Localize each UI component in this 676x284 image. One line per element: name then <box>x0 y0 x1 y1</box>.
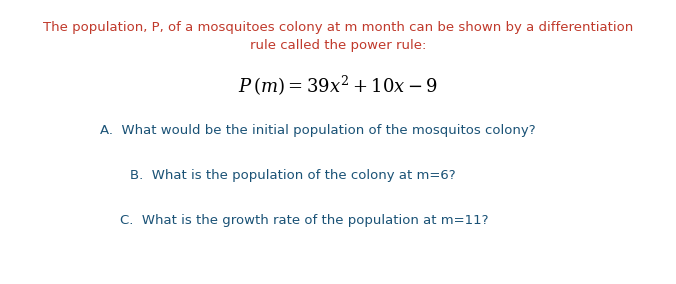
Text: $P\,(m) = 39x^2 + 10x - 9$: $P\,(m) = 39x^2 + 10x - 9$ <box>238 74 438 98</box>
Text: rule called the power rule:: rule called the power rule: <box>250 39 426 52</box>
Text: A.  What would be the initial population of the mosquitos colony?: A. What would be the initial population … <box>100 124 535 137</box>
Text: B.  What is the population of the colony at m=6?: B. What is the population of the colony … <box>130 169 456 182</box>
Text: C.  What is the growth rate of the population at m=11?: C. What is the growth rate of the popula… <box>120 214 489 227</box>
Text: The population, P, of a mosquitoes colony at m month can be shown by a different: The population, P, of a mosquitoes colon… <box>43 21 633 34</box>
